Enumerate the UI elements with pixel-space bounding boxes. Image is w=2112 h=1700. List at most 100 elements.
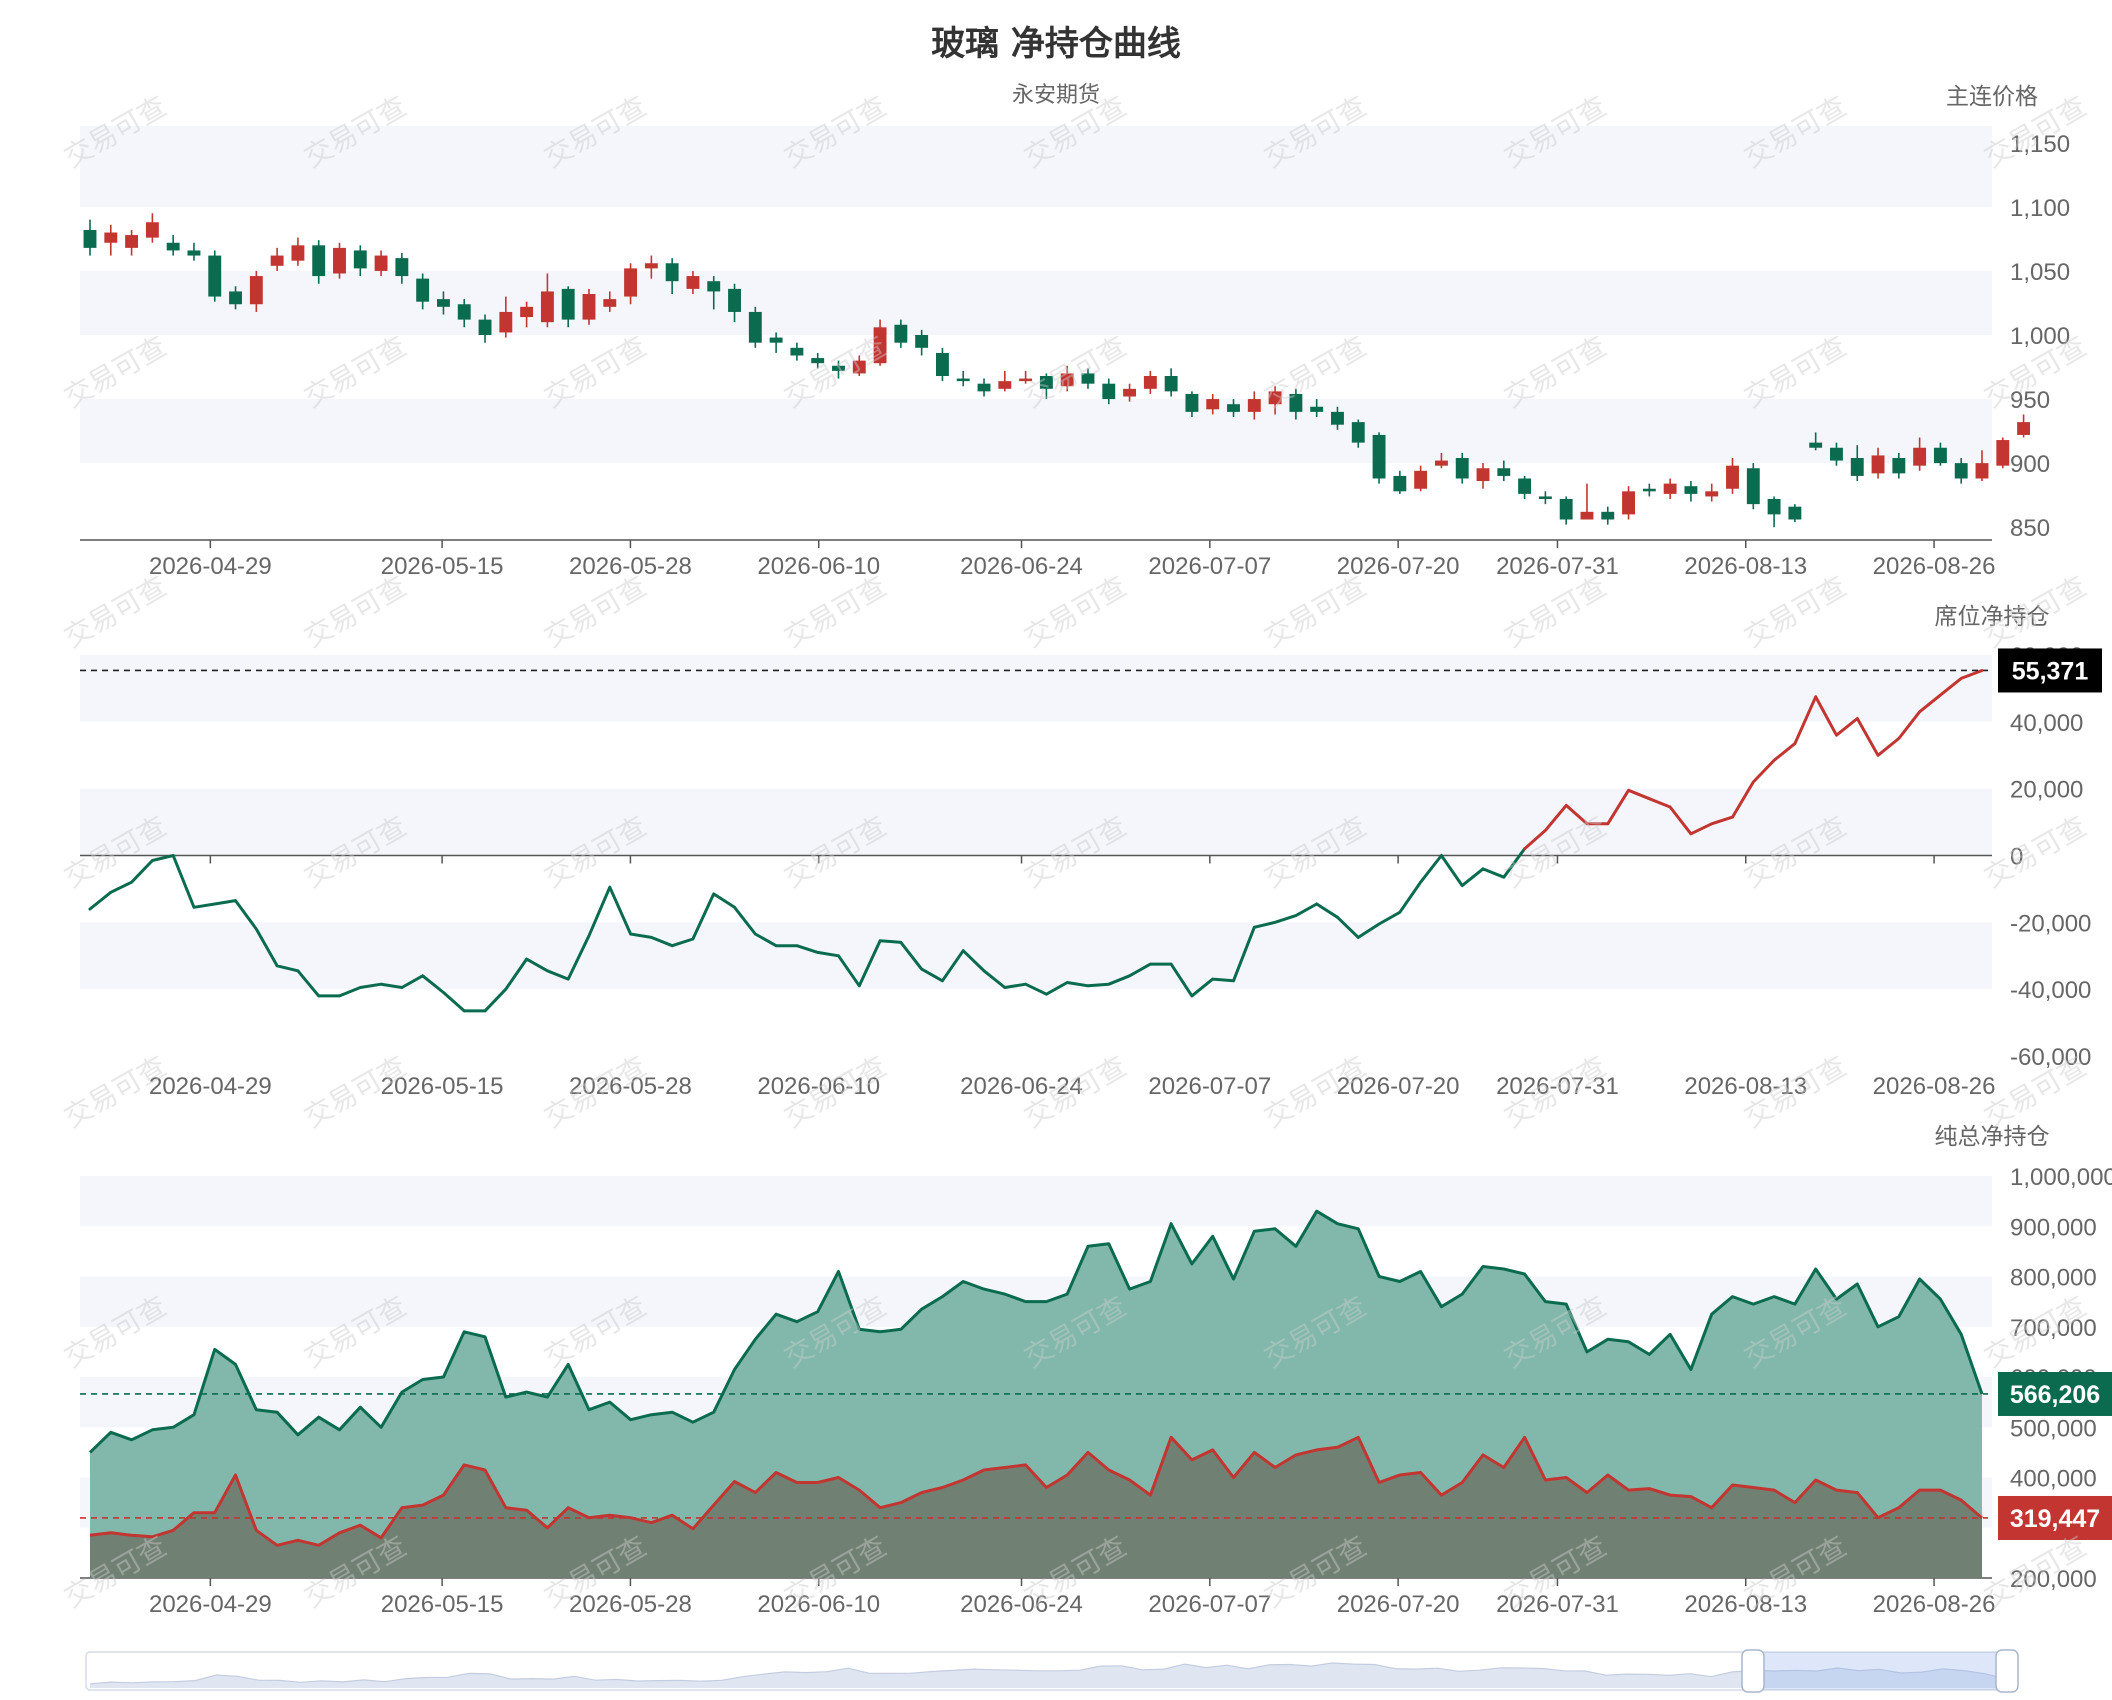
candle-body <box>1476 468 1490 482</box>
price-candle <box>83 219 97 256</box>
candle-body <box>1746 468 1760 505</box>
chart-subtitle: 永安期货 <box>1012 83 1100 108</box>
candle-body <box>644 263 658 269</box>
price-y-tick-label: 850 <box>2010 515 2050 542</box>
price-axis-name: 主连价格 <box>1946 84 2038 110</box>
seat-y-tick-label: 0 <box>2010 844 2023 871</box>
candle-body <box>603 299 617 307</box>
price-candle <box>1476 463 1490 489</box>
candle-body <box>935 352 949 376</box>
total-x-tick-label: 2026-06-24 <box>960 1591 1083 1618</box>
price-x-tick-label: 2026-06-10 <box>757 553 880 580</box>
price-candle <box>1434 452 1448 469</box>
total-y-tick-label: 800,000 <box>2010 1265 2097 1292</box>
total-x-tick-label: 2026-07-31 <box>1496 1591 1619 1618</box>
price-candle <box>1206 393 1220 415</box>
price-candle <box>935 347 949 382</box>
price-candle <box>1871 447 1885 479</box>
price-candle <box>1227 399 1240 417</box>
price-candle <box>104 224 118 256</box>
candle-body <box>1913 447 1927 466</box>
price-x-tick-label: 2026-07-20 <box>1337 553 1460 580</box>
total-x-tick-label: 2026-06-10 <box>757 1591 880 1618</box>
total-y-tick-label: 700,000 <box>2010 1315 2097 1342</box>
candle-body <box>1684 486 1698 494</box>
price-candle <box>1185 391 1199 417</box>
seat-x-tick-label: 2026-07-31 <box>1496 1073 1619 1100</box>
candle-body <box>249 276 263 305</box>
seat-net-axis-name: 席位净持仓 <box>1935 604 2050 630</box>
candle-body <box>1206 399 1220 410</box>
candle-body <box>1954 463 1968 479</box>
total-x-tick-label: 2026-08-26 <box>1873 1591 1996 1618</box>
seat-y-tick-label: 20,000 <box>2010 777 2083 804</box>
price-candle <box>416 273 430 310</box>
data-zoom-handle[interactable] <box>1995 1649 2019 1693</box>
data-zoom-slider[interactable] <box>85 1649 2019 1693</box>
total-x-tick-label: 2026-05-15 <box>381 1591 504 1618</box>
seat-y-tick-label: -20,000 <box>2010 910 2091 937</box>
data-zoom-preview-line <box>89 1662 2007 1685</box>
candle-body <box>1518 478 1532 494</box>
price-candle <box>270 247 284 271</box>
candle-body <box>166 242 180 251</box>
watermark-text: 交易可查 <box>298 569 412 654</box>
price-candle <box>1726 458 1739 494</box>
candle-body <box>1102 383 1116 400</box>
candle-body <box>977 383 991 392</box>
price-candle <box>582 288 596 325</box>
watermark-text: 交易可查 <box>1258 569 1372 654</box>
candle-body <box>1455 458 1469 479</box>
price-candle <box>561 286 575 328</box>
candle-body <box>1850 458 1864 476</box>
candle-body <box>1788 506 1802 520</box>
price-candle <box>1143 370 1157 394</box>
total-net-line-1 <box>89 1435 1983 1547</box>
price-candle <box>790 342 804 361</box>
seat-grid-band <box>80 788 1992 856</box>
price-candle <box>1830 442 1843 466</box>
price-candle <box>1580 483 1594 520</box>
price-candle <box>1414 465 1428 492</box>
candle-body <box>1164 376 1178 392</box>
candle-body <box>1123 388 1137 397</box>
candle-body <box>748 311 762 343</box>
price-candle <box>374 250 388 277</box>
data-zoom-handle[interactable] <box>1741 1649 1765 1693</box>
price-candle <box>624 263 638 305</box>
candle-body <box>1663 483 1677 494</box>
candle-body <box>83 229 97 248</box>
price-x-tick-label: 2026-08-13 <box>1684 553 1807 580</box>
price-candle <box>665 258 679 294</box>
candle-body <box>873 327 887 364</box>
price-candle <box>499 296 513 338</box>
candle-body <box>333 247 346 274</box>
price-candle <box>1289 388 1303 420</box>
seat-x-tick-label: 2026-06-10 <box>757 1073 880 1100</box>
seat-x-tick-label: 2026-07-07 <box>1148 1073 1271 1100</box>
watermark-text: 交易可查 <box>1978 809 2092 894</box>
seat-x-tick-label: 2026-07-20 <box>1337 1073 1460 1100</box>
seat-grid-band <box>80 922 1992 990</box>
total-net-markline-label-0: 566,206 <box>2010 1381 2100 1409</box>
seat-y-tick-label: -60,000 <box>2010 1044 2091 1071</box>
price-candle <box>1996 437 2010 469</box>
price-candle <box>873 319 887 366</box>
price-candle <box>1372 432 1386 484</box>
candle-body <box>728 288 741 312</box>
data-zoom-preview-area <box>90 1663 2006 1688</box>
candle-body <box>125 235 139 248</box>
price-candle <box>956 370 970 387</box>
watermark-text: 交易可查 <box>1498 569 1612 654</box>
price-candle <box>1954 458 1968 484</box>
price-candle <box>977 378 991 397</box>
candle-body <box>1933 447 1947 464</box>
candle-body <box>1705 491 1719 497</box>
candle-body <box>1434 460 1448 466</box>
price-candle <box>1310 399 1324 417</box>
seat-x-tick-label: 2026-06-24 <box>960 1073 1083 1100</box>
price-candle <box>229 286 242 310</box>
candle-body <box>104 232 118 243</box>
price-candle <box>1642 483 1656 497</box>
price-candle <box>998 370 1012 392</box>
